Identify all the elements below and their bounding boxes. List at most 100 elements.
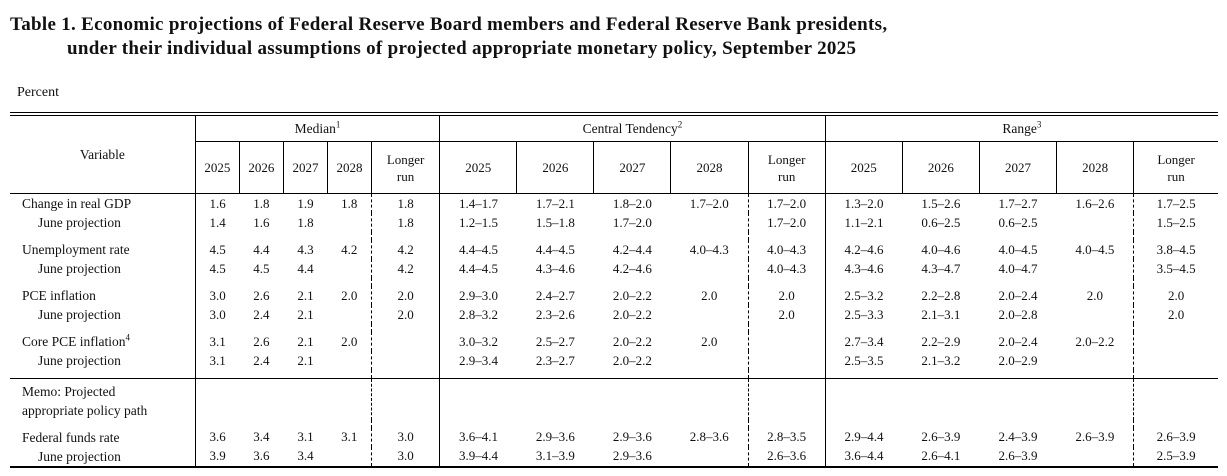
footnote-marker-3: 3 xyxy=(1036,119,1042,129)
range-cell xyxy=(1133,278,1218,286)
range-cell xyxy=(824,370,903,378)
range-cell xyxy=(824,324,903,332)
range-cell xyxy=(824,377,903,420)
table-title-line2: under their individual assumptions of pr… xyxy=(67,38,857,59)
central-tendency-cell: 4.2–4.6 xyxy=(612,260,652,276)
range-cell xyxy=(902,324,979,332)
central-tendency-cell: 1.7–2.0 xyxy=(747,193,826,213)
median-cell xyxy=(283,232,327,240)
range-cell xyxy=(1057,259,1134,278)
year-header-central-tendency-2027: 2027 xyxy=(593,141,671,194)
median-cell: 3.1 xyxy=(341,429,358,444)
central-tendency-cell xyxy=(516,377,594,420)
footnote-marker-1: 1 xyxy=(335,119,341,129)
central-tendency-cell: 2.3–2.6 xyxy=(535,306,575,322)
range-cell xyxy=(1057,370,1134,378)
range-cell xyxy=(1057,324,1134,332)
median-cell xyxy=(194,324,240,332)
range-cell: 0.6–2.5 xyxy=(921,214,961,230)
median-cell xyxy=(239,370,283,378)
central-tendency-cell xyxy=(747,370,826,378)
central-tendency-cell xyxy=(671,232,748,240)
table-title-line1: Table 1. Economic projections of Federal… xyxy=(10,14,888,35)
range-cell: 2.4–3.9 xyxy=(998,429,1038,444)
table-header-group-row: Variable Median1 Central Tendency2 Range… xyxy=(10,115,1218,194)
median-cell xyxy=(283,324,327,332)
central-tendency-cell xyxy=(439,419,517,428)
row-label: Federal funds rate xyxy=(22,429,120,445)
row-label: June projection xyxy=(38,307,121,322)
range-cell: 1.5–2.6 xyxy=(921,195,961,211)
range-cell: 3.5–4.5 xyxy=(1133,259,1218,278)
median-cell: 1.6 xyxy=(194,193,240,213)
central-tendency-cell: 2.0–2.2 xyxy=(612,287,652,303)
median-cell xyxy=(327,213,371,232)
central-tendency-cell xyxy=(671,420,748,428)
range-cell: 2.6–3.9 xyxy=(1075,429,1115,444)
row-label xyxy=(10,278,195,286)
range-cell: 2.0 xyxy=(1133,286,1218,305)
range-cell xyxy=(1057,278,1134,286)
central-tendency-cell: 4.4–4.5 xyxy=(535,241,575,257)
central-tendency-cell: 2.0–2.2 xyxy=(612,306,652,322)
spacer-row xyxy=(10,278,1218,286)
range-cell xyxy=(979,324,1056,332)
central-tendency-cell: 4.0–4.3 xyxy=(747,259,826,278)
median-cell: 2.1 xyxy=(297,352,314,368)
range-cell: 1.6–2.6 xyxy=(1075,195,1115,211)
central-tendency-cell xyxy=(439,324,517,332)
median-cell xyxy=(239,278,283,286)
range-cell: 1.1–2.1 xyxy=(824,213,903,232)
central-tendency-cell xyxy=(671,259,748,278)
median-cell xyxy=(194,370,240,378)
central-tendency-cell: 2.8–3.5 xyxy=(747,427,826,447)
central-tendency-cell xyxy=(671,305,748,324)
median-cell: 1.8 xyxy=(371,193,440,213)
range-cell xyxy=(1057,305,1134,324)
central-tendency-cell xyxy=(593,377,671,420)
median-cell xyxy=(194,232,240,240)
median-cell: 4.4 xyxy=(297,260,314,276)
median-cell: 1.8 xyxy=(371,213,440,232)
range-cell: 1.7–2.5 xyxy=(1133,193,1218,213)
central-tendency-cell xyxy=(517,232,594,240)
table-row: June projection 3.1 2.4 2.1 2.9–3.4 2.3–2.7 2.… xyxy=(10,351,1218,370)
median-cell xyxy=(283,370,327,378)
central-tendency-cell: 4.0–4.3 xyxy=(747,240,826,259)
central-tendency-cell xyxy=(747,351,826,370)
central-tendency-cell: 4.2–4.4 xyxy=(612,241,652,257)
median-cell xyxy=(194,419,240,428)
median-cell: 2.1 xyxy=(297,333,314,349)
range-cell: 2.9–4.4 xyxy=(824,427,903,447)
range-cell xyxy=(902,420,979,428)
central-tendency-cell xyxy=(671,447,748,467)
central-tendency-cell: 1.5–1.8 xyxy=(535,214,575,230)
range-cell: 2.6–4.1 xyxy=(921,448,961,463)
range-cell xyxy=(979,232,1056,240)
row-label: June projection xyxy=(38,261,121,276)
central-tendency-cell: 1.7–2.0 xyxy=(689,195,729,211)
range-cell xyxy=(1133,370,1218,378)
median-cell xyxy=(239,420,283,428)
range-cell xyxy=(1133,351,1218,370)
range-cell xyxy=(979,377,1057,420)
median-cell xyxy=(327,278,371,286)
central-tendency-cell: 4.3–4.6 xyxy=(535,260,575,276)
range-cell: 2.6–3.9 xyxy=(1133,427,1218,447)
table-row: Change in real GDP 1.6 1.8 1.9 1.8 1.8 1.4–1.7… xyxy=(10,193,1218,213)
central-tendency-cell: 2.9–3.6 xyxy=(535,429,575,444)
median-cell xyxy=(371,278,440,286)
year-header-central-tendency-2026: 2026 xyxy=(516,141,594,194)
range-cell: 2.2–2.8 xyxy=(921,287,961,303)
median-cell: 4.3 xyxy=(297,241,314,257)
median-cell: 2.4 xyxy=(253,352,270,368)
median-cell xyxy=(327,377,372,420)
range-cell: 4.2–4.6 xyxy=(824,240,903,259)
range-cell xyxy=(824,232,903,240)
range-cell xyxy=(979,278,1056,286)
range-cell xyxy=(1133,232,1218,240)
range-cell xyxy=(1133,377,1218,420)
central-tendency-cell: 2.0 xyxy=(747,286,826,305)
group-header-range: Range3 xyxy=(824,115,1218,142)
projections-table: Variable Median1 Central Tendency2 Range… xyxy=(10,115,1218,468)
